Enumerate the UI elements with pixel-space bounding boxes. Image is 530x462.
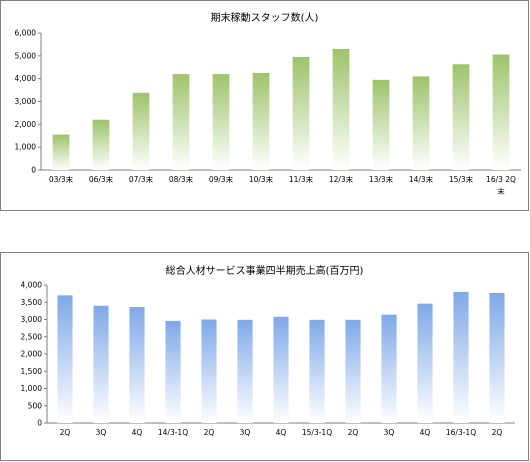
staff-x-tick-label: 03/3末 <box>49 174 74 184</box>
staff-bar <box>452 64 470 170</box>
staff-x-tick-label: 11/3末 <box>289 174 314 184</box>
sales-y-tick-label: 1,500 <box>21 367 43 376</box>
staff-y-tick-label: 5,000 <box>15 51 37 60</box>
sales-chart-panel: 総合人材サービス事業四半期売上高(百万円) 0 500 1,000 1,500 2,00… <box>0 252 529 461</box>
sales-y-tick-label: 500 <box>28 401 43 410</box>
sales-bar <box>57 295 73 423</box>
sales-x-tick-label: 4Q <box>420 428 431 437</box>
sales-x-tick-label: 2Q <box>60 428 71 437</box>
staff-x-tick-label: 14/3末 <box>409 174 434 184</box>
staff-x-tick-label: 09/3末 <box>209 174 234 184</box>
sales-bar <box>453 291 469 423</box>
sales-bar <box>381 314 397 423</box>
sales-x-tick-label: 2Q <box>348 428 359 437</box>
staff-x-tick-label: 15/3末 <box>449 174 474 184</box>
staff-bar <box>292 56 310 170</box>
staff-x-tick-label: 06/3末 <box>89 174 114 184</box>
staff-x-tick-label-cont: 末 <box>497 186 505 196</box>
sales-x-tick-label: 3Q <box>96 428 107 437</box>
staff-y-tick-label: 3,000 <box>15 97 37 106</box>
sales-x-tick-label: 3Q <box>240 428 251 437</box>
staff-bar <box>492 54 510 170</box>
sales-x-tick-label: 15/3-1Q <box>302 428 332 437</box>
sales-y-tick-label: 3,000 <box>21 315 43 324</box>
staff-bar <box>92 119 110 170</box>
staff-count-chart-panel: 期末稼動スタッフ数(人) 0 1,000 2,000 3,000 4,000 5,000 6… <box>0 0 529 211</box>
staff-x-tick-label: 07/3末 <box>129 174 154 184</box>
sales-y-tick-label: 4,000 <box>21 281 43 290</box>
sales-x-tick-label: 4Q <box>276 428 287 437</box>
sales-bar <box>309 319 325 423</box>
staff-bar <box>252 72 270 170</box>
sales-bar <box>345 319 361 423</box>
staff-y-tick-label: 2,000 <box>15 120 37 129</box>
staff-x-tick-label: 16/3 2Q <box>486 175 516 184</box>
staff-y-tick-label: 1,000 <box>15 143 37 152</box>
sales-bar <box>273 316 289 423</box>
sales-x-tick-label: 3Q <box>384 428 395 437</box>
staff-chart-plot: 0 1,000 2,000 3,000 4,000 5,000 6,000 03/3末 06/3… <box>15 29 521 196</box>
sales-bar <box>417 303 433 423</box>
staff-bar <box>132 92 150 170</box>
sales-y-tick-label: 1,000 <box>21 384 43 393</box>
sales-x-tick-label: 4Q <box>132 428 143 437</box>
staff-x-tick-label: 13/3末 <box>369 174 394 184</box>
sales-bar <box>489 292 505 423</box>
staff-bar <box>52 134 70 170</box>
sales-x-tick-label: 16/3-1Q <box>446 428 476 437</box>
sales-y-tick-label: 0 <box>37 419 42 428</box>
sales-chart-plot: 0 500 1,000 1,500 2,000 2,500 3,000 3,500 4,000 2… <box>21 281 515 437</box>
staff-y-tick-label: 4,000 <box>15 74 37 83</box>
sales-bar <box>237 319 253 423</box>
staff-bar <box>412 76 430 170</box>
staff-y-tick-label: 0 <box>31 166 36 175</box>
sales-x-tick-label: 2Q <box>204 428 215 437</box>
sales-bar <box>129 307 145 423</box>
sales-bar <box>165 320 181 423</box>
staff-bar <box>212 74 230 170</box>
staff-chart-title: 期末稼動スタッフ数(人) <box>210 13 319 24</box>
staff-x-tick-label: 08/3末 <box>169 174 194 184</box>
staff-x-tick-label: 12/3末 <box>329 174 354 184</box>
sales-bar <box>93 305 109 423</box>
staff-bar <box>332 48 350 170</box>
sales-bar <box>201 319 217 423</box>
sales-y-tick-label: 2,500 <box>21 332 43 341</box>
staff-bar <box>172 74 190 170</box>
staff-x-tick-label: 10/3末 <box>249 174 274 184</box>
sales-x-tick-label: 2Q <box>492 428 503 437</box>
staff-y-tick-label: 6,000 <box>15 29 37 38</box>
sales-y-tick-label: 2,000 <box>21 350 43 359</box>
sales-x-tick-label: 14/3-1Q <box>158 428 188 437</box>
staff-bar <box>372 79 390 170</box>
sales-chart-title: 総合人材サービス事業四半期売上高(百万円) <box>165 266 364 277</box>
sales-y-tick-label: 3,500 <box>21 298 43 307</box>
